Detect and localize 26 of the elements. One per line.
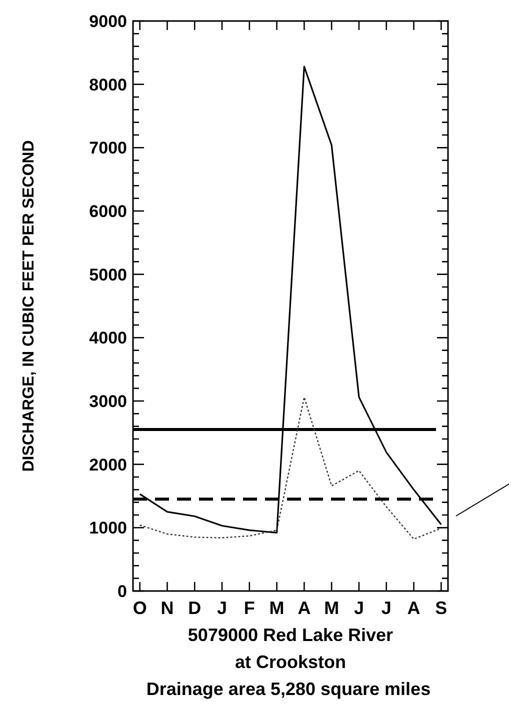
x-tick-label: O: [132, 598, 147, 618]
x-tick-label: A: [298, 598, 311, 618]
x-tick-label: S: [435, 598, 448, 618]
y-tick-label: 2000: [89, 455, 127, 474]
x-tick-label: J: [381, 598, 392, 618]
y-tick-label: 1000: [89, 518, 127, 538]
y-tick-label: 0: [118, 582, 127, 601]
x-tick-label: N: [160, 598, 174, 618]
x-tick-label: A: [407, 598, 420, 618]
y-tick-label: 6000: [89, 202, 127, 221]
y-tick-label: 3000: [89, 392, 127, 411]
y-tick-label: 5000: [89, 265, 127, 284]
y-tick-label: 8000: [89, 75, 127, 94]
x-tick-label: M: [324, 598, 340, 618]
text: Drainage area 5,280 square miles: [146, 679, 431, 699]
y-tick-label: 7000: [89, 138, 127, 158]
x-tick-label: D: [188, 598, 202, 618]
x-axis-title: 5079000 Red Lake River at Crookston: [188, 625, 394, 672]
y-axis-title: DISCHARGE, IN CUBIC FEET PER SECOND: [20, 140, 38, 472]
line-series: [139, 396, 442, 540]
x-tick-label: J: [354, 598, 364, 618]
x-tick-label: F: [244, 598, 255, 618]
x-tick-label: M: [269, 598, 284, 618]
x-tick-label: J: [217, 598, 228, 618]
y-tick-label: 4000: [89, 328, 127, 348]
y-tick-label: 9000: [89, 12, 127, 31]
